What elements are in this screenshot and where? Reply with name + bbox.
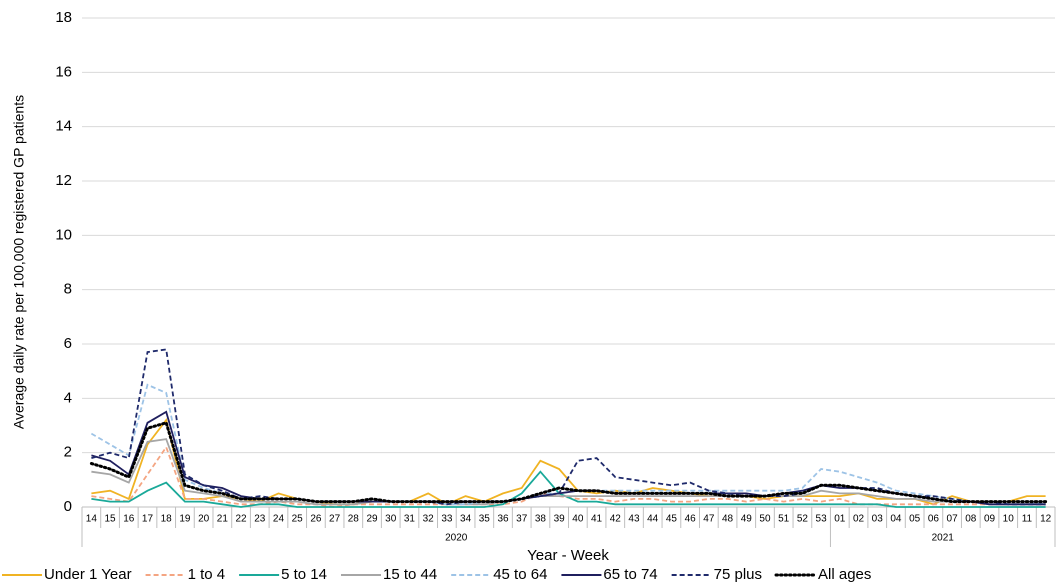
x-tick-label: 08 <box>965 514 977 525</box>
x-tick-label: 20 <box>198 514 210 525</box>
x-tick-label: 05 <box>909 514 921 525</box>
x-tick-label: 44 <box>647 514 659 525</box>
x-tick-label: 39 <box>554 514 566 525</box>
group-label: 2020 <box>445 533 468 544</box>
legend-label: 1 to 4 <box>188 566 226 583</box>
y-tick-label: 0 <box>64 498 72 515</box>
x-tick-label: 23 <box>254 514 266 525</box>
x-tick-label: 37 <box>516 514 528 525</box>
y-tick-label: 16 <box>55 63 72 80</box>
legend-label: 75 plus <box>714 566 762 583</box>
y-axis-title: Average daily rate per 100,000 registere… <box>11 95 27 429</box>
legend-label: 65 to 74 <box>603 566 657 583</box>
x-tick-label: 51 <box>778 514 790 525</box>
y-tick-label: 14 <box>55 118 72 135</box>
series-line <box>90 383 1046 506</box>
x-tick-label: 02 <box>853 514 865 525</box>
x-tick-label: 42 <box>610 514 622 525</box>
group-label: 2021 <box>932 533 955 544</box>
x-tick-label: 21 <box>217 514 229 525</box>
legend-label: 45 to 64 <box>493 566 547 583</box>
x-tick-label: 53 <box>816 514 828 525</box>
legend-label: 5 to 14 <box>281 566 327 583</box>
y-tick-label: 4 <box>64 389 72 406</box>
x-tick-label: 19 <box>179 514 191 525</box>
x-tick-label: 06 <box>928 514 940 525</box>
x-tick-label: 11 <box>1022 514 1033 525</box>
x-tick-label: 40 <box>572 514 584 525</box>
x-tick-label: 12 <box>1040 514 1052 525</box>
series-line <box>91 438 1046 506</box>
x-tick-label: 24 <box>273 514 285 525</box>
x-tick-label: 46 <box>685 514 697 525</box>
x-tick-label: 15 <box>105 514 117 525</box>
x-tick-label: 31 <box>404 514 416 525</box>
x-tick-label: 03 <box>872 514 884 525</box>
x-tick-label: 07 <box>947 514 959 525</box>
x-tick-label: 28 <box>348 514 360 525</box>
x-tick-label: 41 <box>591 514 603 525</box>
x-tick-label: 36 <box>497 514 509 525</box>
y-tick-label: 2 <box>64 444 72 461</box>
x-tick-label: 47 <box>703 514 715 525</box>
x-tick-label: 32 <box>423 514 435 525</box>
x-tick-label: 26 <box>310 514 322 525</box>
x-tick-label: 01 <box>834 514 846 525</box>
x-tick-label: 22 <box>235 514 247 525</box>
x-tick-label: 34 <box>460 514 472 525</box>
y-tick-label: 6 <box>64 335 72 352</box>
x-tick-label: 27 <box>329 514 341 525</box>
x-tick-label: 14 <box>86 514 98 525</box>
x-tick-label: 50 <box>759 514 771 525</box>
x-tick-label: 25 <box>292 514 304 525</box>
x-tick-label: 35 <box>479 514 491 525</box>
x-tick-label: 30 <box>385 514 397 525</box>
x-tick-label: 49 <box>741 514 753 525</box>
legend-label: 15 to 44 <box>383 566 437 583</box>
y-tick-label: 10 <box>55 226 72 243</box>
y-tick-label: 8 <box>64 281 72 298</box>
x-tick-label: 29 <box>366 514 378 525</box>
x-tick-label: 33 <box>441 514 453 525</box>
x-tick-label: 09 <box>984 514 996 525</box>
legend-label: Under 1 Year <box>44 566 132 583</box>
x-tick-label: 45 <box>666 514 678 525</box>
y-tick-label: 12 <box>55 172 72 189</box>
series-line <box>89 420 1048 504</box>
x-tick-label: 43 <box>628 514 640 525</box>
x-axis-title: Year - Week <box>527 547 609 564</box>
x-tick-label: 18 <box>161 514 173 525</box>
x-tick-label: 48 <box>722 514 734 525</box>
legend-label: All ages <box>818 566 871 583</box>
series-line <box>91 470 1046 508</box>
x-tick-label: 04 <box>890 514 902 525</box>
x-tick-label: 16 <box>123 514 135 525</box>
x-tick-label: 10 <box>1003 514 1015 525</box>
x-tick-label: 17 <box>142 514 154 525</box>
x-tick-label: 52 <box>797 514 809 525</box>
y-tick-label: 18 <box>55 9 72 26</box>
x-tick-label: 38 <box>535 514 547 525</box>
